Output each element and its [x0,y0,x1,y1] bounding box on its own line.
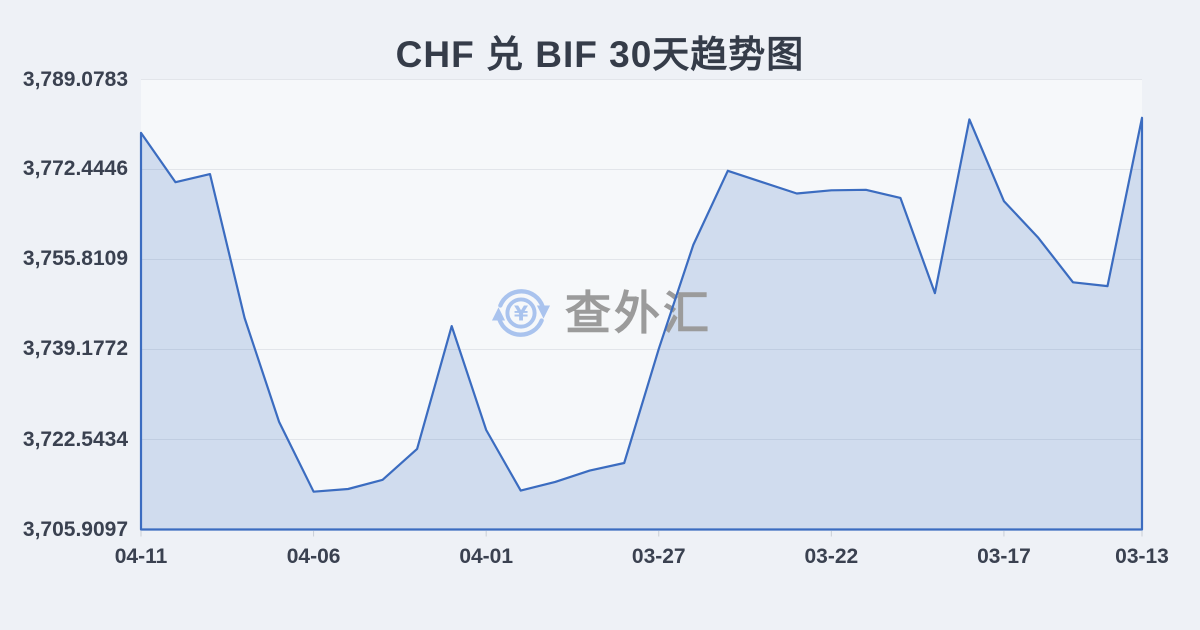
x-axis-label-03-22: 03-22 [804,545,859,568]
x-axis-label-03-13: 03-13 [1115,545,1169,568]
x-axis-label-03-17: 03-17 [977,545,1031,568]
x-axis-label-04-06: 04-06 [286,545,341,568]
x-axis-label-03-27: 03-27 [631,545,686,568]
price-line-path [139,116,1144,531]
y-axis-label-4: 3,722.5434 [22,427,128,451]
x-axis-label-04-11: 04-11 [114,545,168,568]
y-axis-label-1: 3,772.4446 [22,157,128,181]
y-axis-label-3: 3,739.1772 [22,337,128,361]
plot-background [141,79,1142,530]
chart-title: CHF 兑 BIF 30天趋势图 [395,34,805,75]
y-axis-label-2: 3,755.8109 [22,247,128,271]
y-axis-label-5: 3,705.9097 [22,517,128,541]
y-axis-label-0: 3,789.0783 [22,67,128,91]
x-axis-label-04-01: 04-01 [459,545,514,568]
area-fill [141,117,1142,530]
